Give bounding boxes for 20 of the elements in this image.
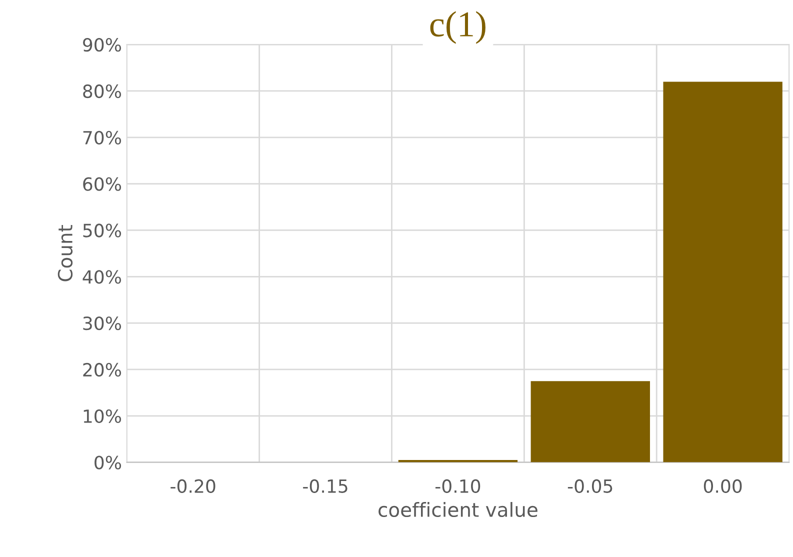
bar xyxy=(530,381,650,462)
x-tick-label: -0.05 xyxy=(568,479,612,493)
y-tick-label: 20% xyxy=(83,362,122,377)
y-tick-label: 90% xyxy=(83,38,122,52)
y-tick-label: 70% xyxy=(83,130,122,145)
y-tick-label: 30% xyxy=(83,316,122,330)
x-tick-label: 0.00 xyxy=(704,479,742,493)
bar xyxy=(663,82,782,462)
x-tick-label: -0.10 xyxy=(435,479,480,493)
y-tick-label: 60% xyxy=(83,177,122,191)
chart-title: c(1) xyxy=(430,11,486,44)
x-tick-label: -0.20 xyxy=(170,479,216,493)
y-tick-label: 40% xyxy=(82,270,122,284)
x-axis-title: coefficient value xyxy=(378,502,538,518)
y-tick-label: 80% xyxy=(83,84,122,98)
x-tick-label: -0.15 xyxy=(303,479,348,493)
y-axis-title: Count xyxy=(58,225,73,282)
y-tick-label: 50% xyxy=(83,224,122,238)
y-tick-label: 10% xyxy=(84,409,122,424)
y-tick-label: 0% xyxy=(94,456,122,470)
